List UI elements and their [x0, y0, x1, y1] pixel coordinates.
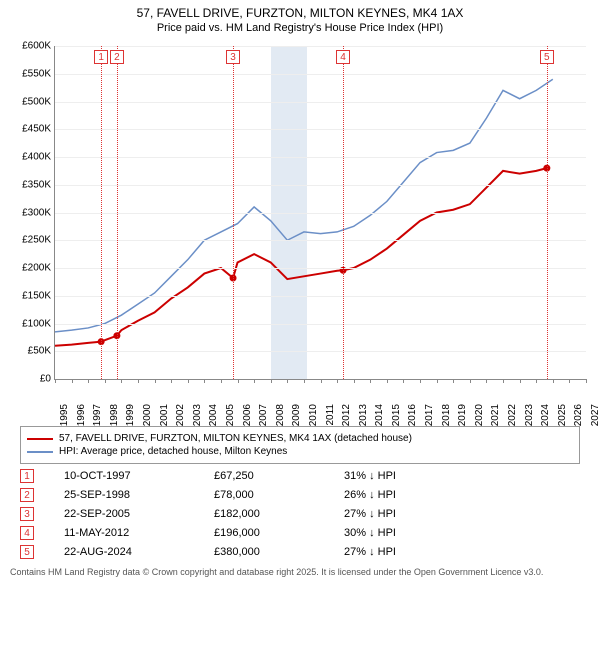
- x-axis-label: 2020: [474, 404, 485, 426]
- x-axis-label: 2026: [573, 404, 584, 426]
- sales-row: 2 25-SEP-1998 £78,000 26% ↓ HPI: [20, 488, 580, 502]
- sale-date: 22-AUG-2024: [64, 546, 184, 558]
- y-axis-label: £0: [11, 374, 51, 385]
- x-axis-label: 2008: [275, 404, 286, 426]
- x-axis-label: 1999: [125, 404, 136, 426]
- y-axis-label: £600K: [11, 41, 51, 52]
- x-axis-label: 2014: [374, 404, 385, 426]
- sale-price: £196,000: [214, 527, 314, 539]
- chart-subtitle: Price paid vs. HM Land Registry's House …: [0, 22, 600, 34]
- x-axis-label: 2002: [175, 404, 186, 426]
- x-axis-label: 2005: [225, 404, 236, 426]
- sale-price: £78,000: [214, 489, 314, 501]
- sale-marker-line: [117, 46, 118, 379]
- series-line: [55, 168, 547, 346]
- sale-marker-box: 4: [336, 50, 350, 64]
- x-axis-label: 2000: [142, 404, 153, 426]
- sale-price: £67,250: [214, 470, 314, 482]
- sale-delta: 27% ↓ HPI: [344, 508, 464, 520]
- y-axis-label: £300K: [11, 207, 51, 218]
- x-axis-label: 2027: [590, 404, 600, 426]
- x-axis-label: 1997: [92, 404, 103, 426]
- y-axis-label: £550K: [11, 68, 51, 79]
- x-axis-label: 1995: [59, 404, 70, 426]
- y-axis-label: £150K: [11, 290, 51, 301]
- x-axis-label: 2025: [557, 404, 568, 426]
- x-axis-label: 2022: [507, 404, 518, 426]
- x-axis-label: 2015: [391, 404, 402, 426]
- sales-row: 4 11-MAY-2012 £196,000 30% ↓ HPI: [20, 526, 580, 540]
- legend-label: 57, FAVELL DRIVE, FURZTON, MILTON KEYNES…: [59, 433, 412, 444]
- x-axis-label: 2011: [325, 404, 336, 426]
- x-axis-label: 2007: [258, 404, 269, 426]
- sale-marker-line: [547, 46, 548, 379]
- series-line: [55, 79, 553, 332]
- y-axis-label: £400K: [11, 152, 51, 163]
- x-axis-label: 2001: [159, 404, 170, 426]
- sale-delta: 27% ↓ HPI: [344, 546, 464, 558]
- sales-row: 1 10-OCT-1997 £67,250 31% ↓ HPI: [20, 469, 580, 483]
- sale-marker-box: 5: [540, 50, 554, 64]
- x-axis-label: 2019: [457, 404, 468, 426]
- y-axis-label: £200K: [11, 263, 51, 274]
- sale-delta: 31% ↓ HPI: [344, 470, 464, 482]
- y-axis-label: £350K: [11, 179, 51, 190]
- x-axis-label: 2023: [524, 404, 535, 426]
- y-axis-label: £100K: [11, 318, 51, 329]
- x-axis-label: 2013: [358, 404, 369, 426]
- legend-item: 57, FAVELL DRIVE, FURZTON, MILTON KEYNES…: [27, 433, 573, 444]
- footnote: Contains HM Land Registry data © Crown c…: [10, 567, 590, 579]
- sale-marker-box: 3: [226, 50, 240, 64]
- x-axis-label: 2016: [407, 404, 418, 426]
- x-axis-label: 2017: [424, 404, 435, 426]
- sale-price: £182,000: [214, 508, 314, 520]
- x-axis-label: 2018: [441, 404, 452, 426]
- x-axis-label: 1996: [76, 404, 87, 426]
- chart-area: £0 £50K £100K £150K £200K £250K £300K £350K £400…: [10, 40, 590, 420]
- y-axis-label: £500K: [11, 96, 51, 107]
- chart-title: 57, FAVELL DRIVE, FURZTON, MILTON KEYNES…: [0, 6, 600, 20]
- legend: 57, FAVELL DRIVE, FURZTON, MILTON KEYNES…: [20, 426, 580, 464]
- sales-table: 1 10-OCT-1997 £67,250 31% ↓ HPI 2 25-SEP-1998…: [20, 469, 580, 559]
- sale-date: 10-OCT-1997: [64, 470, 184, 482]
- legend-item: HPI: Average price, detached house, Milt…: [27, 446, 573, 457]
- x-axis-label: 2003: [192, 404, 203, 426]
- legend-label: HPI: Average price, detached house, Milt…: [59, 446, 287, 457]
- x-axis-label: 2010: [308, 404, 319, 426]
- sales-row: 5 22-AUG-2024 £380,000 27% ↓ HPI: [20, 545, 580, 559]
- sale-marker-line: [343, 46, 344, 379]
- x-axis-label: 2012: [341, 404, 352, 426]
- sale-marker-line: [233, 46, 234, 379]
- sale-marker-box: 2: [110, 50, 124, 64]
- sale-index-box: 3: [20, 507, 34, 521]
- x-axis-label: 1998: [109, 404, 120, 426]
- sale-price: £380,000: [214, 546, 314, 558]
- x-axis-label: 2021: [490, 404, 501, 426]
- sale-date: 11-MAY-2012: [64, 527, 184, 539]
- sale-delta: 30% ↓ HPI: [344, 527, 464, 539]
- y-axis-label: £250K: [11, 235, 51, 246]
- x-axis-label: 2024: [540, 404, 551, 426]
- sale-delta: 26% ↓ HPI: [344, 489, 464, 501]
- sale-index-box: 4: [20, 526, 34, 540]
- y-axis-label: £50K: [11, 346, 51, 357]
- sale-index-box: 5: [20, 545, 34, 559]
- sale-index-box: 2: [20, 488, 34, 502]
- sale-marker-line: [101, 46, 102, 379]
- y-axis-label: £450K: [11, 124, 51, 135]
- sale-marker-box: 1: [94, 50, 108, 64]
- sale-index-box: 1: [20, 469, 34, 483]
- sale-date: 22-SEP-2005: [64, 508, 184, 520]
- x-axis-label: 2006: [242, 404, 253, 426]
- x-axis-label: 2004: [208, 404, 219, 426]
- x-axis-label: 2009: [291, 404, 302, 426]
- sale-date: 25-SEP-1998: [64, 489, 184, 501]
- sales-row: 3 22-SEP-2005 £182,000 27% ↓ HPI: [20, 507, 580, 521]
